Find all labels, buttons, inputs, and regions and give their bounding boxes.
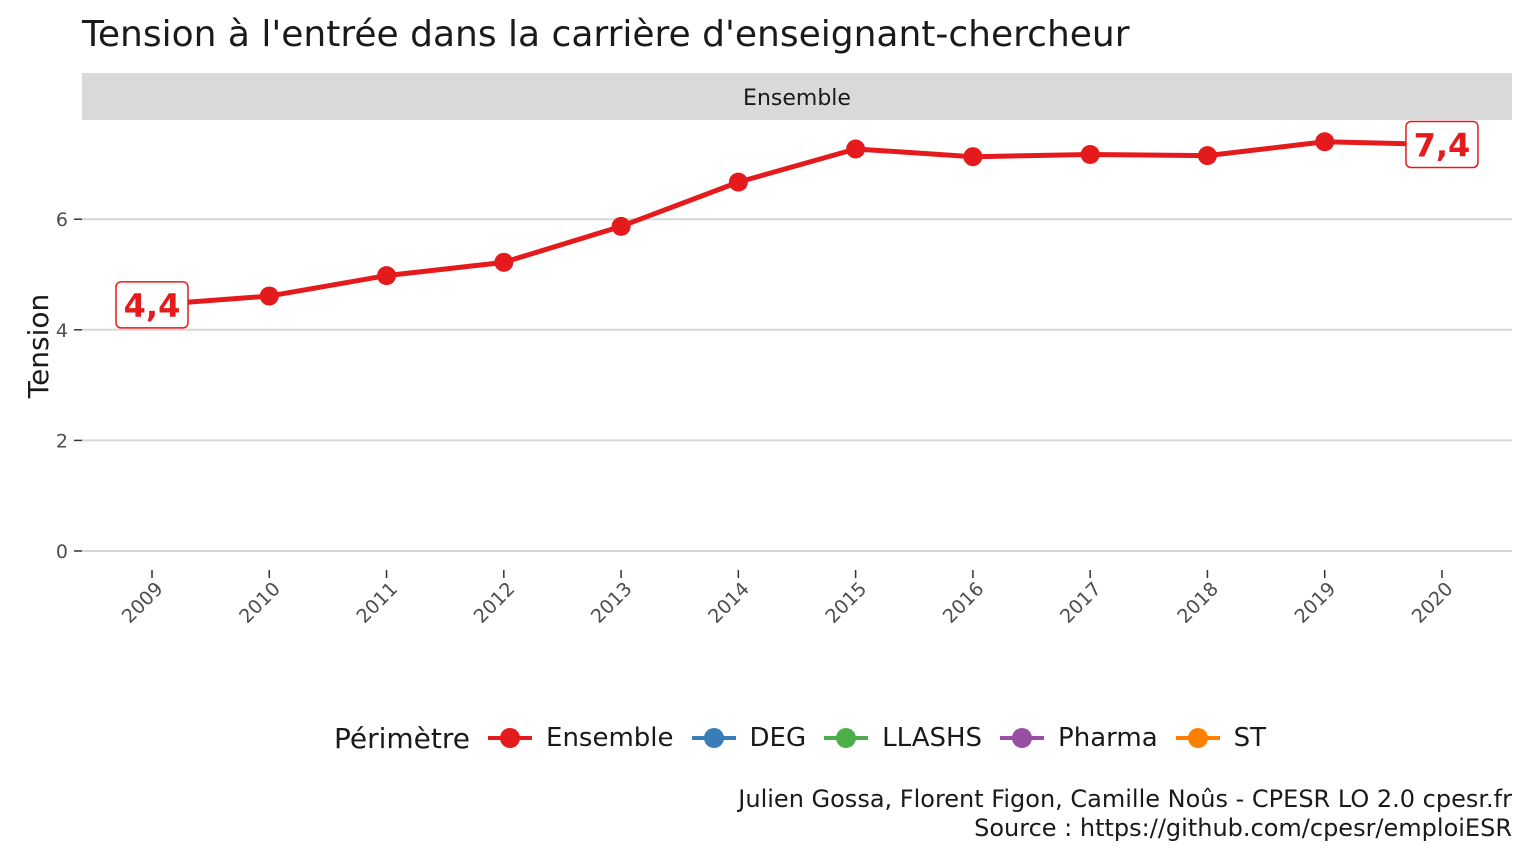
legend-label-st: ST bbox=[1233, 723, 1267, 753]
caption-source: Source : https://github.com/cpesr/emploi… bbox=[974, 814, 1512, 842]
data-point-2019 bbox=[1315, 132, 1335, 152]
chart-title: Tension à l'entrée dans la carrière d'en… bbox=[82, 14, 1130, 55]
y-tick-label-2: 2 bbox=[56, 430, 68, 452]
caption-authors: Julien Gossa, Florent Figon, Camille Noû… bbox=[738, 785, 1512, 813]
legend-key-pharma bbox=[1000, 728, 1045, 748]
chart-area: Ensemble Tension 0 2 4 6 2009 2010 2011 2012 20… bbox=[22, 73, 1512, 628]
legend-key-deg bbox=[691, 728, 736, 748]
legend-label-llashs: LLASHS bbox=[882, 723, 983, 753]
caption: Julien Gossa, Florent Figon, Camille Noû… bbox=[738, 785, 1512, 843]
x-tick-label-2012: 2012 bbox=[470, 578, 520, 628]
legend: Périmètre Ensemble DEG LLASHS Pharma ST bbox=[334, 718, 1284, 758]
y-tick-label-6: 6 bbox=[56, 209, 68, 231]
y-axis-label: Tension bbox=[22, 294, 55, 400]
data-point-2015 bbox=[846, 139, 866, 159]
y-tick-label-0: 0 bbox=[56, 541, 68, 563]
legend-label-deg: DEG bbox=[749, 723, 807, 753]
x-tick-label-2020: 2020 bbox=[1408, 578, 1458, 628]
legend-title: Périmètre bbox=[334, 721, 471, 755]
legend-item-ensemble: Ensemble bbox=[488, 723, 674, 753]
annotation-box-2020 bbox=[1405, 120, 1479, 169]
legend-item-deg: DEG bbox=[691, 723, 807, 753]
x-tick-label-2009: 2009 bbox=[118, 578, 168, 628]
legend-key-ensemble bbox=[488, 728, 533, 748]
legend-label-ensemble: Ensemble bbox=[546, 723, 674, 753]
x-tick-label-2011: 2011 bbox=[352, 578, 402, 628]
data-point-2010 bbox=[259, 286, 279, 306]
x-tick-label-2017: 2017 bbox=[1056, 578, 1106, 628]
x-tick-label-2018: 2018 bbox=[1173, 578, 1223, 628]
y-tick-label-4: 4 bbox=[56, 320, 68, 342]
data-point-2013 bbox=[611, 216, 631, 236]
x-tick-label-2016: 2016 bbox=[939, 578, 989, 628]
x-tick-label-2014: 2014 bbox=[704, 578, 754, 628]
facet-strip bbox=[82, 73, 1512, 120]
series-line-ensemble bbox=[151, 139, 1443, 308]
annotation-box-2009 bbox=[115, 281, 189, 329]
annotation-label-2009: 4,4 bbox=[124, 287, 181, 325]
x-tick-label-2019: 2019 bbox=[1290, 578, 1340, 628]
legend-label-pharma: Pharma bbox=[1058, 723, 1158, 753]
annotation-label-2020: 7,4 bbox=[1414, 127, 1471, 165]
x-tick-label-2015: 2015 bbox=[821, 578, 871, 628]
data-point-2012 bbox=[494, 252, 514, 272]
x-tick-label-2013: 2013 bbox=[587, 578, 637, 628]
data-point-2018 bbox=[1197, 146, 1217, 166]
data-point-2014 bbox=[728, 172, 748, 192]
legend-key-st bbox=[1175, 728, 1220, 748]
legend-item-pharma: Pharma bbox=[1000, 723, 1158, 753]
legend-key-llashs bbox=[824, 728, 869, 748]
data-point-2016 bbox=[963, 147, 983, 167]
data-point-2017 bbox=[1080, 144, 1100, 164]
data-point-2011 bbox=[377, 266, 397, 286]
facet-label: Ensemble bbox=[743, 86, 851, 111]
x-tick-label-2010: 2010 bbox=[235, 578, 285, 628]
legend-item-st: ST bbox=[1175, 723, 1267, 753]
legend-item-llashs: LLASHS bbox=[824, 723, 982, 753]
